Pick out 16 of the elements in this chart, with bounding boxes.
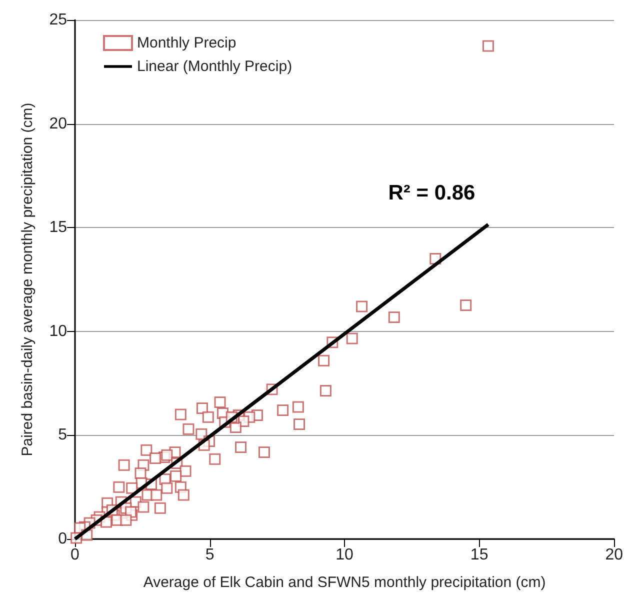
x-tick-label: 20 (605, 546, 624, 564)
x-tick-label: 5 (205, 546, 214, 564)
y-tick-label: 15 (49, 219, 68, 236)
x-tick-label: 10 (336, 546, 354, 564)
x-axis-title: Average of Elk Cabin and SFWN5 monthly precipitation (cm) (143, 574, 546, 591)
y-tick-label: 0 (58, 530, 68, 548)
y-tick-label: 20 (49, 115, 68, 132)
y-tick-label: 5 (58, 426, 68, 444)
x-tick-label: 0 (70, 546, 80, 564)
legend-label: Linear (Monthly Precip) (137, 58, 292, 75)
x-tick-label: 15 (470, 546, 488, 564)
legend-label: Monthly Precip (137, 34, 236, 52)
y-tick-label: 10 (49, 322, 68, 340)
y-tick-label: 25 (49, 12, 68, 28)
annotation: R² = 0.86 (388, 181, 476, 204)
y-axis-title: Paired basin-daily average monthly precipitation (cm) (19, 102, 36, 456)
